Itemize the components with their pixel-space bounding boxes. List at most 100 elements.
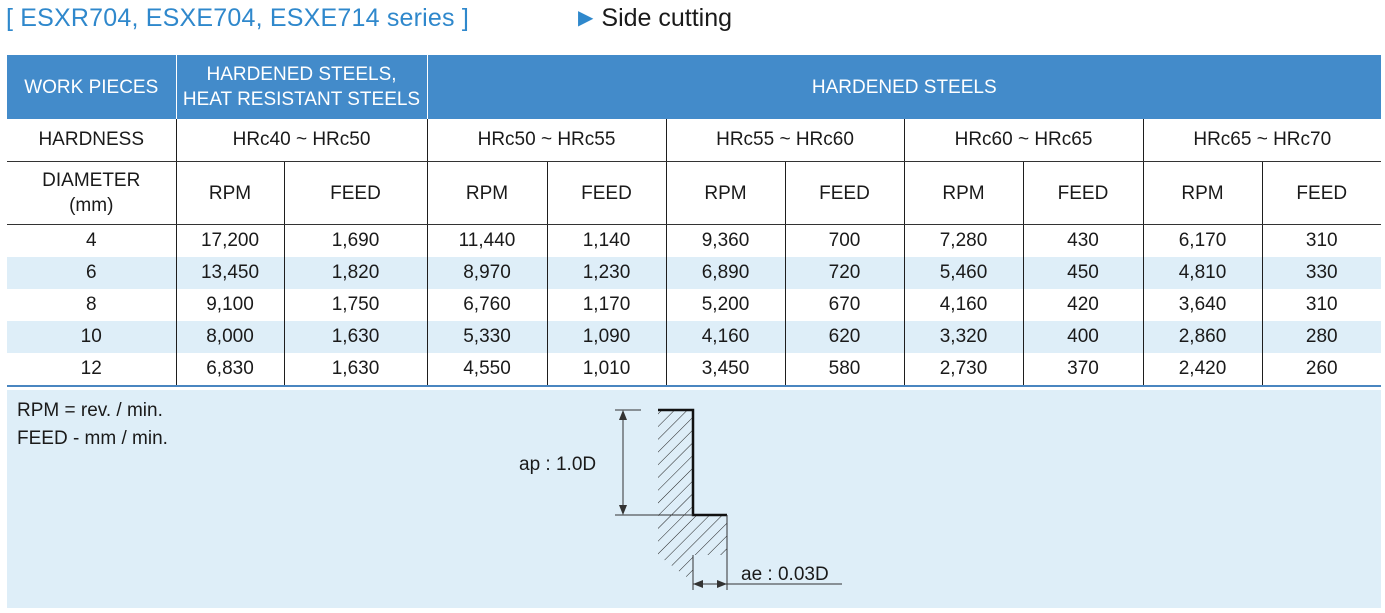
rpm-cell: 3,450 — [665, 353, 785, 387]
rpm-header: RPM — [903, 161, 1023, 225]
feed-header: FEED — [1261, 161, 1382, 225]
group1-header: HARDENED STEELS, HEAT RESISTANT STEELS — [175, 55, 427, 119]
feed-cell: 450 — [1022, 257, 1143, 289]
rpm-cell: 8,970 — [426, 257, 547, 289]
work-pieces-header: WORK PIECES — [7, 55, 176, 119]
feed-cell: 280 — [1261, 321, 1382, 353]
rpm-cell: 3,320 — [903, 321, 1023, 353]
group1-header-line1: HARDENED STEELS, — [206, 64, 397, 85]
section-title: ▶ Side cutting — [578, 4, 732, 33]
diameter-cell: 12 — [7, 353, 176, 387]
rpm-cell: 5,460 — [903, 257, 1023, 289]
notes-panel: RPM = rev. / min. FEED - mm / min. ap : … — [7, 390, 1381, 608]
feed-cell: 1,750 — [283, 289, 427, 321]
rpm-cell: 2,420 — [1142, 353, 1262, 387]
rpm-header: RPM — [426, 161, 547, 225]
side-cutting-diagram: ap : 1.0D ae : 0.03D — [519, 408, 842, 590]
table-row: 4 17,200 1,690 11,440 1,140 9,360 700 7,280 430 6… — [7, 224, 1382, 257]
diameter-cell: 8 — [85, 294, 97, 315]
diameter-row: DIAMETER (mm) RPM FEED RPM FEED RPM FEED… — [7, 161, 1382, 225]
feed-cell: 370 — [1022, 353, 1143, 387]
rpm-cell: 9,100 — [175, 289, 284, 321]
diameter-label: DIAMETER (mm) — [7, 161, 176, 225]
feed-cell: 1,230 — [546, 257, 666, 289]
rpm-header: RPM — [1142, 161, 1262, 225]
feed-cell: 1,010 — [546, 353, 666, 387]
hardness-label: HARDNESS — [7, 119, 176, 162]
diameter-cell: 6 — [7, 257, 176, 289]
feed-cell: 1,690 — [283, 224, 427, 257]
group1-header-line2: HEAT RESISTANT STEELS — [182, 89, 421, 110]
feed-cell: 260 — [1261, 353, 1382, 387]
feed-cell: 330 — [1261, 257, 1382, 289]
feed-cell: 580 — [784, 353, 904, 387]
ap-arrow-bottom — [619, 505, 627, 515]
rpm-cell: 11,440 — [426, 224, 547, 257]
feed-note: FEED - mm / min. — [17, 428, 168, 449]
table-row: 6 13,450 1,820 8,970 1,230 6,890 720 5,460 450 4,… — [7, 257, 1382, 289]
feed-cell: 700 — [784, 224, 904, 257]
rpm-cell: 7,280 — [903, 224, 1023, 257]
ae-label: ae : 0.03D — [741, 564, 829, 585]
header-row: WORK PIECES HARDENED STEELS, HEAT RESIST… — [7, 55, 1382, 119]
rpm-cell: 6,170 — [1142, 224, 1262, 257]
feed-cell: 1,170 — [546, 289, 666, 321]
feed-cell: 620 — [784, 321, 904, 353]
rpm-cell: 13,450 — [175, 257, 284, 289]
feed-cell: 720 — [784, 257, 904, 289]
series-title: [ ESXR704, ESXE704, ESXE714 series ] — [6, 4, 470, 32]
diameter-cell: 4 — [85, 230, 97, 251]
feed-cell: 420 — [1022, 289, 1143, 321]
rpm-cell: 4,550 — [426, 353, 547, 387]
rpm-cell: 2,860 — [1142, 321, 1262, 353]
rpm-cell: 6,890 — [665, 257, 785, 289]
hardness-range: HRc55 ~ HRc60 — [665, 119, 904, 162]
feed-header: FEED — [1022, 161, 1143, 225]
rpm-cell: 3,640 — [1142, 289, 1262, 321]
rpm-cell: 6,830 — [175, 353, 284, 387]
rpm-cell: 5,200 — [665, 289, 785, 321]
rpm-cell: 4,810 — [1142, 257, 1262, 289]
rpm-header: RPM — [665, 161, 785, 225]
hardness-range: HRc60 ~ HRc65 — [903, 119, 1143, 162]
hardness-row: HARDNESS HRc40 ~ HRc50 HRc50 ~ HRc55 HRc… — [7, 119, 1382, 162]
section-title-text: Side cutting — [601, 4, 733, 32]
table-row: 10 8,000 1,630 5,330 1,090 4,160 620 3,320 400 2,… — [7, 321, 1382, 353]
feed-cell: 1,630 — [283, 321, 427, 353]
feed-cell: 310 — [1261, 224, 1382, 257]
feed-cell: 310 — [1261, 289, 1382, 321]
rpm-cell: 4,160 — [903, 289, 1023, 321]
feed-cell: 1,630 — [283, 353, 427, 387]
rpm-header: RPM — [175, 161, 284, 225]
rpm-cell: 4,160 — [665, 321, 785, 353]
feed-cell: 1,140 — [546, 224, 666, 257]
diameter-label-line1: DIAMETER — [42, 170, 141, 191]
feed-cell: 1,820 — [283, 257, 427, 289]
feed-header: FEED — [546, 161, 666, 225]
hardness-range: HRc65 ~ HRc70 — [1142, 119, 1382, 162]
diameter-cell: 10 — [7, 321, 176, 353]
ae-arrow-left — [693, 580, 703, 588]
data-body: 4 17,200 1,690 11,440 1,140 9,360 700 7,280 430 6… — [7, 224, 1382, 387]
group2-header: HARDENED STEELS — [426, 55, 1382, 119]
hardness-range: HRc40 ~ HRc50 — [175, 119, 427, 162]
feed-cell: 670 — [784, 289, 904, 321]
rpm-cell: 2,730 — [903, 353, 1023, 387]
ae-arrow-right — [717, 580, 727, 588]
feed-cell: 400 — [1022, 321, 1143, 353]
feed-cell: 430 — [1022, 224, 1143, 257]
cutting-conditions-table: WORK PIECES HARDENED STEELS, HEAT RESIST… — [7, 55, 1382, 387]
table-row: 8 9,100 1,750 6,760 1,170 5,200 670 4,160 420 3,6… — [7, 289, 1382, 321]
feed-header: FEED — [283, 161, 427, 225]
rpm-cell: 9,360 — [665, 224, 785, 257]
rpm-cell: 5,330 — [426, 321, 547, 353]
rpm-cell: 17,200 — [175, 224, 284, 257]
triangle-right-icon: ▶ — [578, 7, 594, 29]
diameter-label-line2: (mm) — [69, 195, 114, 216]
rpm-cell: 8,000 — [175, 321, 284, 353]
feed-cell: 1,090 — [546, 321, 666, 353]
ap-label: ap : 1.0D — [519, 454, 596, 475]
feed-header: FEED — [784, 161, 904, 225]
ap-arrow-top — [619, 410, 627, 420]
cut-profile-line — [658, 408, 727, 517]
